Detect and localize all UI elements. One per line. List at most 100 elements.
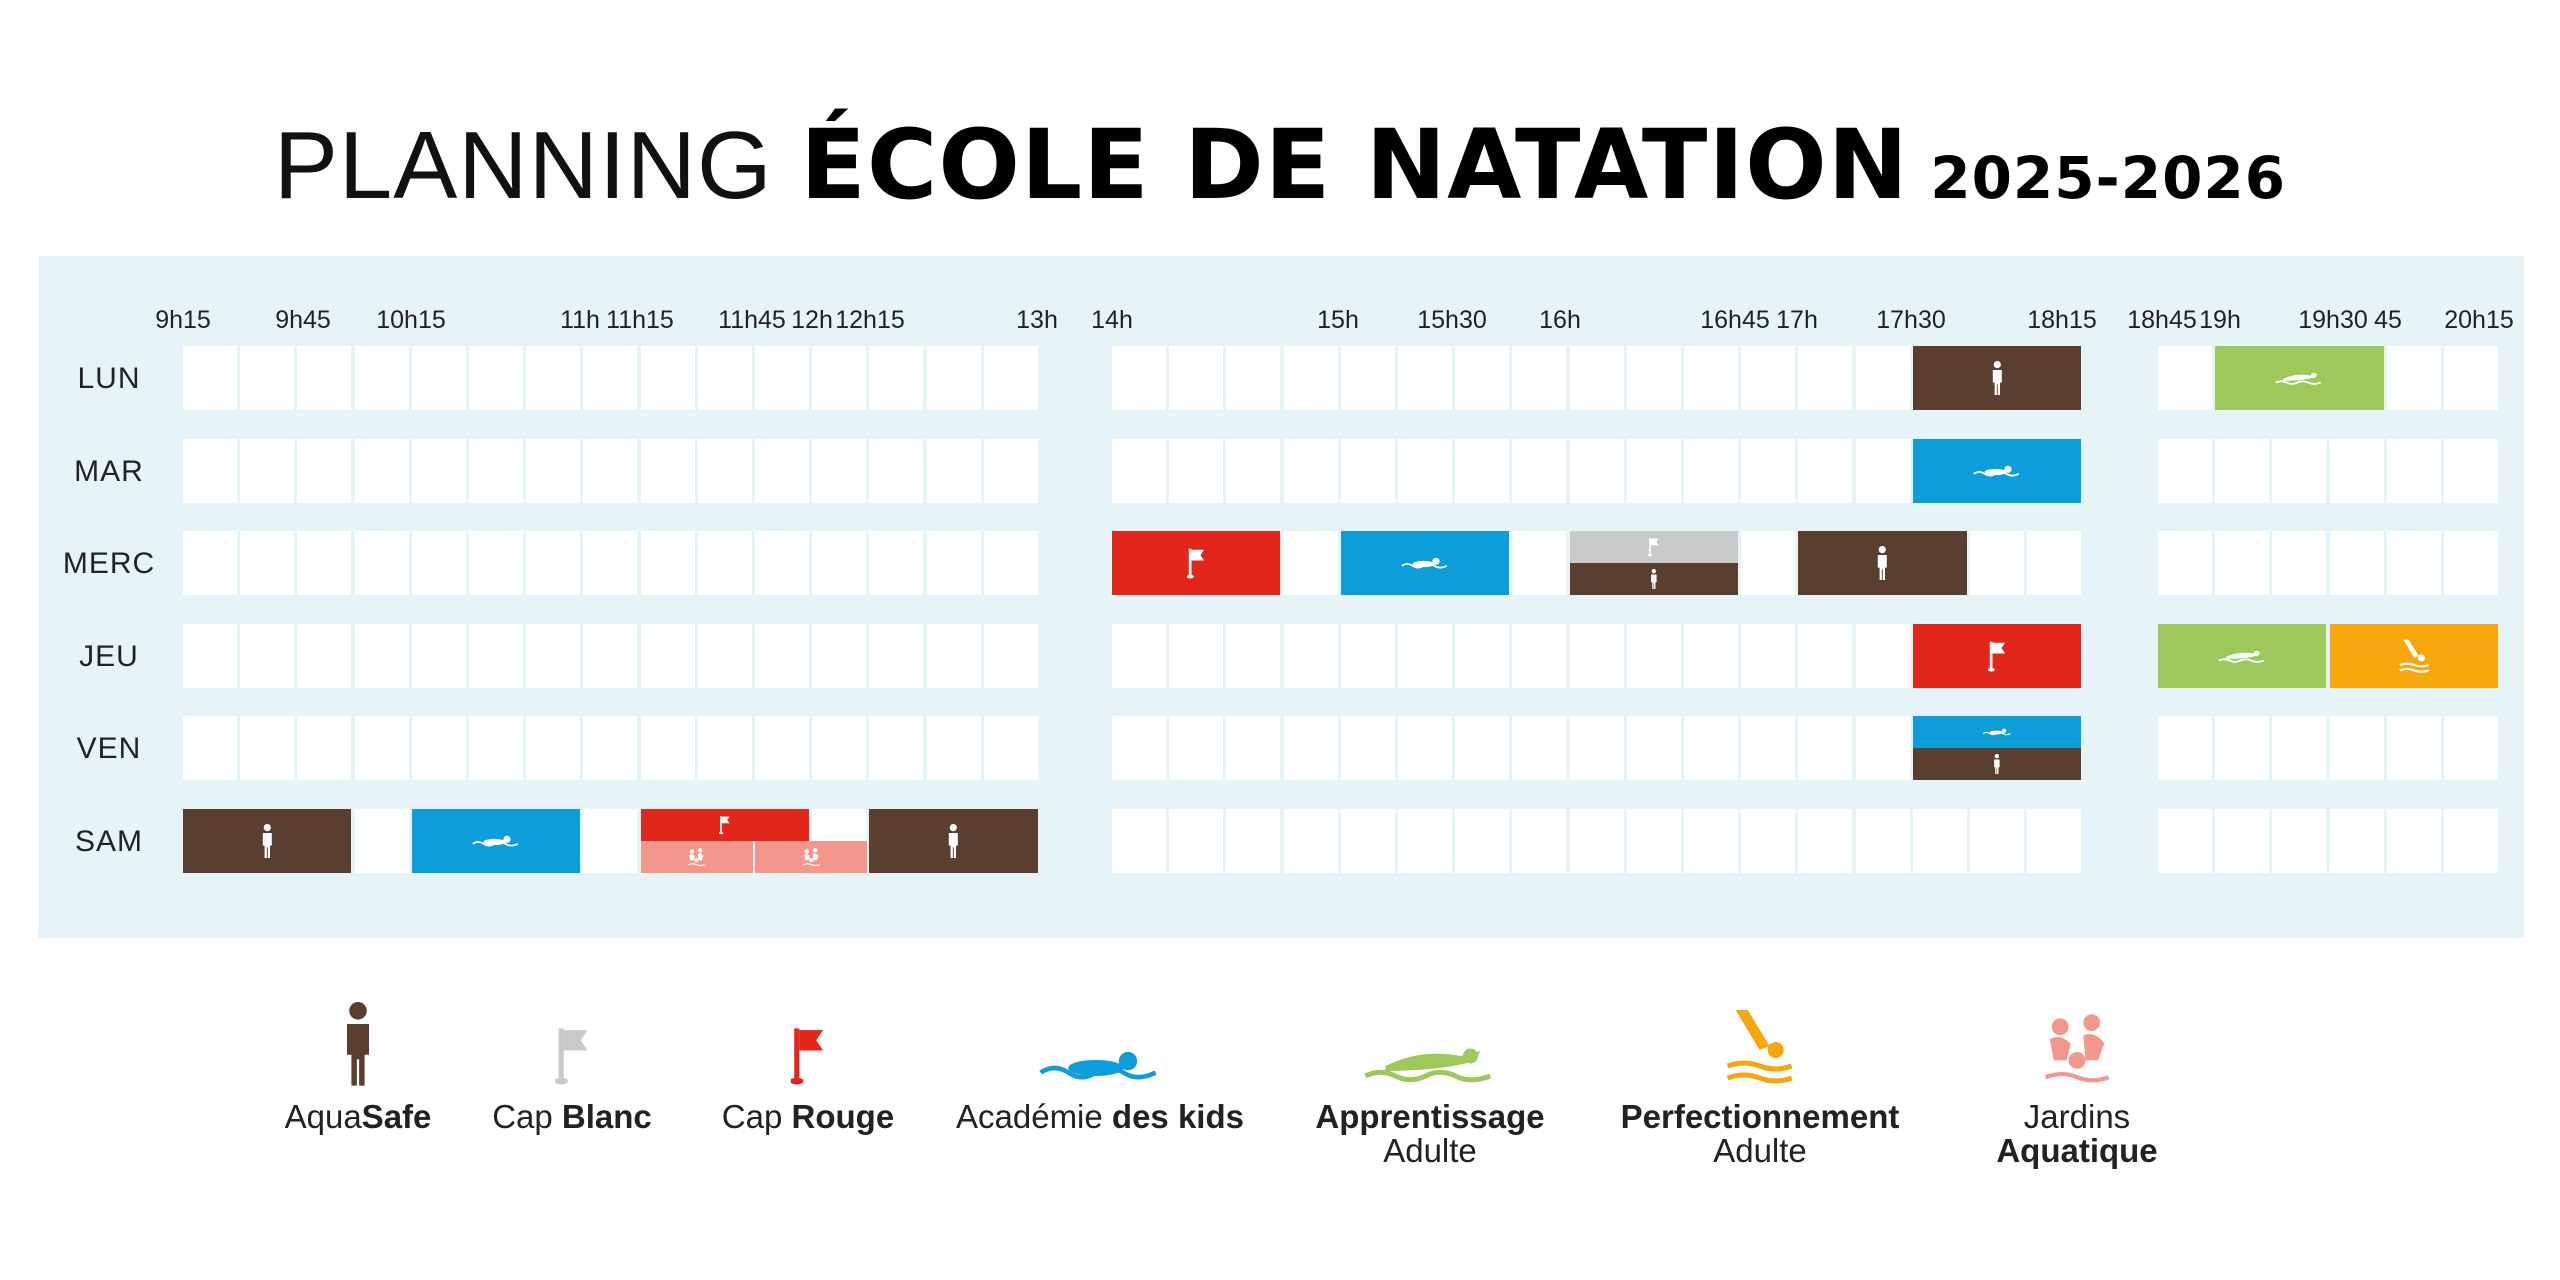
session-block-aquasafe[interactable] bbox=[1912, 346, 2082, 410]
time-slot-cell[interactable] bbox=[2444, 439, 2498, 503]
time-slot-cell[interactable] bbox=[1283, 716, 1338, 780]
session-block-jardins[interactable] bbox=[640, 841, 753, 873]
session-block-aquasafe[interactable] bbox=[1912, 748, 2082, 780]
time-slot-cell[interactable] bbox=[2272, 531, 2327, 595]
time-slot-cell[interactable] bbox=[2329, 531, 2384, 595]
time-slot-cell[interactable] bbox=[2215, 531, 2270, 595]
time-slot-cell[interactable] bbox=[812, 531, 867, 595]
time-slot-cell[interactable] bbox=[1855, 716, 1910, 780]
time-slot-cell[interactable] bbox=[1741, 716, 1796, 780]
time-slot-cell[interactable] bbox=[869, 716, 924, 780]
time-slot-cell[interactable] bbox=[1112, 716, 1166, 780]
time-slot-cell[interactable] bbox=[1340, 809, 1395, 873]
time-slot-cell[interactable] bbox=[2444, 346, 2498, 410]
time-slot-cell[interactable] bbox=[1226, 346, 1281, 410]
time-slot-cell[interactable] bbox=[1970, 531, 2024, 595]
time-slot-cell[interactable] bbox=[411, 624, 466, 688]
time-slot-cell[interactable] bbox=[869, 346, 924, 410]
time-slot-cell[interactable] bbox=[183, 439, 237, 503]
time-slot-cell[interactable] bbox=[983, 531, 1038, 595]
time-slot-cell[interactable] bbox=[1169, 346, 1224, 410]
time-slot-cell[interactable] bbox=[1855, 624, 1910, 688]
session-block-cap-rouge[interactable] bbox=[1912, 624, 2082, 688]
time-slot-cell[interactable] bbox=[297, 531, 352, 595]
time-slot-cell[interactable] bbox=[983, 624, 1038, 688]
time-slot-cell[interactable] bbox=[1741, 439, 1796, 503]
time-slot-cell[interactable] bbox=[1798, 809, 1853, 873]
time-slot-cell[interactable] bbox=[1798, 624, 1853, 688]
time-slot-cell[interactable] bbox=[2386, 809, 2441, 873]
time-slot-cell[interactable] bbox=[1626, 439, 1681, 503]
time-slot-cell[interactable] bbox=[869, 531, 924, 595]
time-slot-cell[interactable] bbox=[697, 531, 752, 595]
session-block-jardins[interactable] bbox=[755, 841, 868, 873]
time-slot-cell[interactable] bbox=[983, 346, 1038, 410]
time-slot-cell[interactable] bbox=[1512, 439, 1567, 503]
time-slot-cell[interactable] bbox=[1855, 809, 1910, 873]
time-slot-cell[interactable] bbox=[755, 346, 809, 410]
time-slot-cell[interactable] bbox=[469, 531, 523, 595]
session-block-cap-rouge[interactable] bbox=[640, 809, 809, 841]
time-slot-cell[interactable] bbox=[183, 716, 237, 780]
time-slot-cell[interactable] bbox=[469, 624, 523, 688]
time-slot-cell[interactable] bbox=[755, 531, 809, 595]
time-slot-cell[interactable] bbox=[1226, 716, 1281, 780]
time-slot-cell[interactable] bbox=[983, 439, 1038, 503]
time-slot-cell[interactable] bbox=[411, 716, 466, 780]
time-slot-cell[interactable] bbox=[1283, 531, 1338, 595]
time-slot-cell[interactable] bbox=[1512, 809, 1567, 873]
time-slot-cell[interactable] bbox=[697, 439, 752, 503]
time-slot-cell[interactable] bbox=[526, 531, 581, 595]
time-slot-cell[interactable] bbox=[2386, 439, 2441, 503]
time-slot-cell[interactable] bbox=[1340, 624, 1395, 688]
time-slot-cell[interactable] bbox=[755, 624, 809, 688]
session-block-aquasafe[interactable] bbox=[1798, 531, 1967, 595]
time-slot-cell[interactable] bbox=[2272, 439, 2327, 503]
time-slot-cell[interactable] bbox=[926, 716, 981, 780]
time-slot-cell[interactable] bbox=[240, 439, 295, 503]
time-slot-cell[interactable] bbox=[1855, 346, 1910, 410]
time-slot-cell[interactable] bbox=[1112, 809, 1166, 873]
time-slot-cell[interactable] bbox=[354, 439, 409, 503]
time-slot-cell[interactable] bbox=[411, 531, 466, 595]
time-slot-cell[interactable] bbox=[812, 439, 867, 503]
time-slot-cell[interactable] bbox=[1169, 809, 1224, 873]
time-slot-cell[interactable] bbox=[411, 346, 466, 410]
time-slot-cell[interactable] bbox=[354, 716, 409, 780]
time-slot-cell[interactable] bbox=[1455, 716, 1510, 780]
time-slot-cell[interactable] bbox=[2158, 439, 2212, 503]
time-slot-cell[interactable] bbox=[297, 439, 352, 503]
time-slot-cell[interactable] bbox=[2329, 716, 2384, 780]
time-slot-cell[interactable] bbox=[1798, 439, 1853, 503]
time-slot-cell[interactable] bbox=[2444, 531, 2498, 595]
time-slot-cell[interactable] bbox=[926, 624, 981, 688]
time-slot-cell[interactable] bbox=[354, 624, 409, 688]
time-slot-cell[interactable] bbox=[2329, 809, 2384, 873]
time-slot-cell[interactable] bbox=[1340, 716, 1395, 780]
time-slot-cell[interactable] bbox=[926, 531, 981, 595]
time-slot-cell[interactable] bbox=[640, 346, 695, 410]
time-slot-cell[interactable] bbox=[2386, 716, 2441, 780]
time-slot-cell[interactable] bbox=[1684, 346, 1738, 410]
time-slot-cell[interactable] bbox=[812, 716, 867, 780]
time-slot-cell[interactable] bbox=[1226, 624, 1281, 688]
time-slot-cell[interactable] bbox=[1512, 531, 1567, 595]
time-slot-cell[interactable] bbox=[869, 439, 924, 503]
time-slot-cell[interactable] bbox=[240, 346, 295, 410]
time-slot-cell[interactable] bbox=[1684, 439, 1738, 503]
time-slot-cell[interactable] bbox=[1741, 346, 1796, 410]
time-slot-cell[interactable] bbox=[1684, 716, 1738, 780]
session-block-academie[interactable] bbox=[1340, 531, 1510, 595]
time-slot-cell[interactable] bbox=[1798, 716, 1853, 780]
time-slot-cell[interactable] bbox=[1626, 624, 1681, 688]
time-slot-cell[interactable] bbox=[1398, 716, 1452, 780]
time-slot-cell[interactable] bbox=[697, 624, 752, 688]
time-slot-cell[interactable] bbox=[1855, 439, 1910, 503]
time-slot-cell[interactable] bbox=[583, 624, 638, 688]
time-slot-cell[interactable] bbox=[1512, 716, 1567, 780]
time-slot-cell[interactable] bbox=[583, 346, 638, 410]
time-slot-cell[interactable] bbox=[1569, 809, 1624, 873]
time-slot-cell[interactable] bbox=[1398, 809, 1452, 873]
time-slot-cell[interactable] bbox=[640, 716, 695, 780]
session-block-apprentissage[interactable] bbox=[2158, 624, 2327, 688]
